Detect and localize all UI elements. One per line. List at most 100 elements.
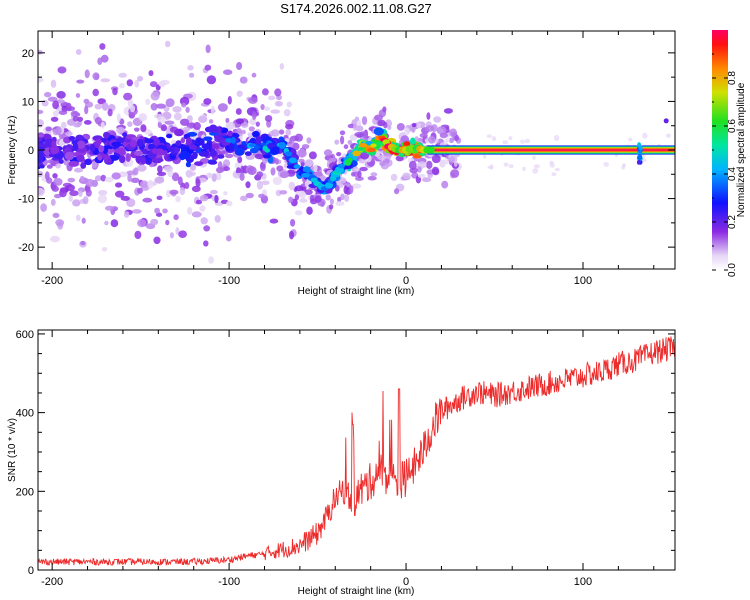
spectrogram-noise-cell [160, 80, 170, 85]
spectrogram-noise-cell [84, 120, 92, 125]
spectrogram-noise-cell [68, 178, 76, 183]
spectrogram-noise-cell [189, 73, 194, 78]
spectrogram-noise-cell [287, 102, 292, 108]
spectrogram-noise-cell [420, 133, 428, 138]
spectrogram-noise-cell [132, 209, 142, 214]
spectrogram-noise-cell [391, 174, 398, 181]
spectrogram-noise-cell [348, 140, 353, 145]
spectrogram-noise-cell [53, 213, 60, 218]
spectrogram-energy-cell [168, 147, 176, 152]
spectrogram-noise-cell [92, 89, 99, 96]
colorbar-label: Normalized spectral amplitude [736, 82, 747, 217]
spectrogram-energy-cell [69, 136, 76, 141]
snr-x-tick-label: -200 [41, 576, 63, 588]
spectrogram-energy-cell [51, 140, 56, 147]
spectrogram-noise-cell [241, 130, 246, 135]
spectrogram-noise-cell [628, 138, 632, 142]
spectrogram-ridge-cell [352, 151, 360, 157]
spectrogram-noise-cell [289, 231, 294, 240]
spectrogram-noise-cell [127, 79, 133, 86]
spectrogram-noise-cell [101, 122, 105, 129]
spectrogram-noise-cell [175, 196, 181, 202]
spectrogram-noise-cell [184, 182, 189, 189]
spectrogram-noise-cell [45, 127, 52, 132]
spectrogram-noise-cell [248, 97, 258, 104]
spectrogram-noise-cell [444, 108, 453, 114]
spectrogram-noise-cell [353, 123, 357, 131]
spectrogram-noise-cell [265, 115, 272, 122]
spectrogram-noise-cell [313, 165, 317, 172]
spectrogram-artifact-cell [639, 145, 643, 150]
spectrogram-noise-cell [295, 210, 303, 215]
spectrogram-noise-cell [52, 101, 59, 110]
spectrogram-energy-cell [263, 155, 270, 159]
spectrogram-noise-cell [326, 194, 331, 200]
spectrogram-noise-cell [249, 126, 255, 131]
colorbar: 0.00.20.40.60.8 Normalized spectral ampl… [712, 30, 747, 277]
spectrogram-noise-cell [137, 76, 143, 82]
spectrogram-noise-cell [127, 121, 132, 127]
spectrogram-energy-cell [35, 155, 44, 163]
spectrogram-noise-cell [118, 73, 127, 78]
spectrogram-noise-cell [492, 136, 496, 141]
spectrogram-noise-cell [382, 106, 386, 112]
spectrogram-noise-cell [362, 116, 367, 125]
spectrogram-noise-cell [252, 73, 257, 78]
spectrogram-noise-cell [280, 171, 289, 178]
spectrogram-noise-cell [193, 122, 201, 130]
spectrogram-noise-cell [428, 136, 435, 144]
spectrogram-energy-cell [180, 151, 190, 159]
spectrogram-noise-cell [310, 199, 317, 205]
spectrogram-noise-cell [73, 123, 80, 128]
spectrogram-noise-cell [268, 96, 275, 101]
spectrogram-noise-cell [137, 219, 146, 227]
spectrogram-noise-cell [73, 116, 79, 122]
spectrogram-energy-cell [136, 155, 142, 164]
spectrogram-noise-cell [302, 144, 310, 149]
colorbar-gradient [712, 30, 728, 270]
spectrogram-energy-cell [155, 158, 164, 162]
spectrogram-y-tick-label: 20 [22, 48, 34, 60]
spectrogram-noise-cell [240, 173, 245, 181]
spectrogram-noise-cell [417, 123, 421, 129]
spectrogram-noise-cell [111, 219, 119, 227]
spectrogram-noise-cell [256, 122, 260, 127]
spectrogram-noise-cell [354, 132, 364, 137]
spectrogram-noise-cell [264, 107, 270, 112]
spectrogram-ridge-cell [254, 146, 260, 150]
spectrogram-noise-cell [76, 80, 84, 84]
spectrogram-noise-cell [270, 219, 279, 224]
spectrogram-noise-cell [65, 131, 73, 136]
spectrogram-noise-cell [276, 165, 283, 171]
spectrogram-noise-cell [58, 66, 67, 73]
spectrogram-noise-cell [299, 198, 307, 202]
spectrogram-noise-cell [289, 182, 296, 191]
spectrogram-energy-cell [95, 138, 101, 144]
spectrogram-noise-cell [549, 161, 553, 165]
spectrogram-noise-cell [371, 172, 378, 176]
spectrogram-energy-cell [199, 151, 209, 157]
spectrogram-x-tick-label: 100 [574, 275, 592, 287]
spectrogram-energy-cell [374, 127, 384, 135]
spectrogram-noise-cell [51, 117, 59, 122]
spectrogram-noise-cell [349, 185, 353, 194]
spectrogram-noise-cell [340, 130, 345, 135]
spectrogram-noise-cell [306, 137, 311, 143]
spectrogram-noise-cell [207, 75, 216, 84]
spectrogram-noise-cell [102, 247, 107, 252]
spectrogram-noise-cell [198, 116, 207, 123]
spectrogram-energy-cell [68, 161, 79, 167]
spectrogram-noise-cell [417, 166, 421, 173]
spectrogram-noise-cell [117, 113, 121, 122]
spectrogram-noise-cell [50, 236, 60, 243]
spectrogram-noise-cell [105, 177, 114, 183]
spectrogram-noise-cell [203, 98, 211, 105]
spectrogram-energy-cell [203, 136, 212, 141]
spectrogram-energy-cell [217, 154, 224, 159]
spectrogram-noise-cell [554, 135, 559, 141]
spectrogram-noise-cell [145, 99, 150, 105]
spectrogram-noise-cell [298, 159, 305, 163]
spectrogram-energy-cell [209, 125, 218, 133]
spectrogram-noise-cell [124, 211, 129, 218]
spectrogram-noise-cell [290, 219, 295, 227]
